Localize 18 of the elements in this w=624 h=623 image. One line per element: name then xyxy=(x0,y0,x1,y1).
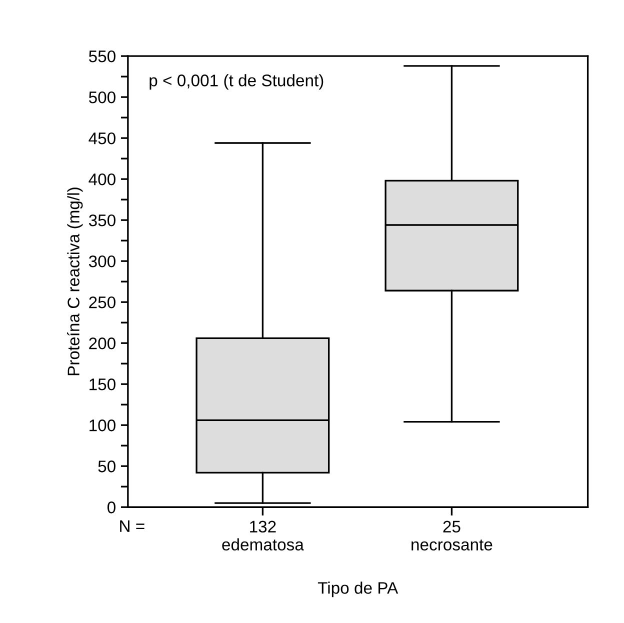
y-axis-title: Proteína C reactiva (mg/l) xyxy=(67,188,83,376)
y-tick-label: 150 xyxy=(90,378,116,390)
y-tick-label: 100 xyxy=(90,420,116,432)
y-tick-label: 50 xyxy=(98,460,116,472)
y-tick-label: 450 xyxy=(88,132,116,144)
text: N = xyxy=(120,520,144,532)
y-tick-label: 500 xyxy=(88,91,116,104)
x-tick-label: 25 necrosante xyxy=(412,520,492,551)
annotation: p < 0,001 (t de Student) xyxy=(150,74,324,90)
x-tick-label: 132 edematosa xyxy=(222,520,304,551)
y-tick-label: 250 xyxy=(89,296,116,308)
y-tick-label: 550 xyxy=(88,50,116,62)
y-tick-label: 350 xyxy=(88,214,116,226)
y-tick-label: 0 xyxy=(107,502,116,514)
x-axis-title: Tipo de PA xyxy=(318,582,398,598)
y-tick-label: 400 xyxy=(88,173,116,186)
y-tick-label: 200 xyxy=(89,338,116,350)
y-tick-label: 300 xyxy=(88,255,116,268)
